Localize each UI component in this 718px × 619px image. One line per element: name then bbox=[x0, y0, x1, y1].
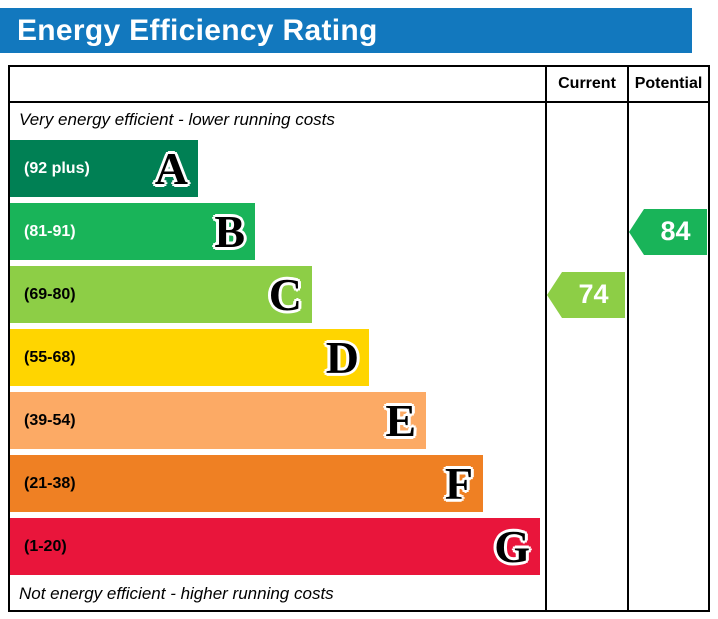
band-letter: D bbox=[325, 331, 359, 383]
bottom-note: Not energy efficient - higher running co… bbox=[19, 584, 334, 603]
current-rating-arrow: 74 bbox=[547, 271, 625, 318]
current-arrow-shape bbox=[547, 271, 625, 318]
band-row-b: (81-91) B bbox=[10, 200, 545, 263]
band-bar-b: (81-91) B bbox=[10, 203, 255, 260]
band-row-f: (21-38) F bbox=[10, 452, 545, 515]
potential-column bbox=[627, 103, 708, 610]
potential-arrow-shape bbox=[629, 208, 707, 255]
band-row-e: (39-54) E bbox=[10, 389, 545, 452]
band-letter: C bbox=[268, 268, 302, 320]
band-bar-c: (69-80) C bbox=[10, 266, 312, 323]
band-row-g: (1-20) G bbox=[10, 515, 545, 578]
band-letter: A bbox=[154, 142, 188, 194]
band-bar-e: (39-54) E bbox=[10, 392, 426, 449]
current-rating-value: 74 bbox=[578, 279, 609, 309]
title-bar: Energy Efficiency Rating bbox=[0, 8, 692, 53]
band-row-c: (69-80) C bbox=[10, 263, 545, 326]
band-letter: G bbox=[494, 520, 530, 572]
bands-area: Very energy efficient - lower running co… bbox=[10, 103, 545, 610]
band-range-label: (39-54) bbox=[24, 411, 76, 429]
band-range-label: (69-80) bbox=[24, 285, 76, 303]
band-row-a: (92 plus) A bbox=[10, 137, 545, 200]
band-range-label: (81-91) bbox=[24, 222, 76, 240]
band-row-d: (55-68) D bbox=[10, 326, 545, 389]
potential-rating-value: 84 bbox=[660, 216, 691, 246]
band-bar-d: (55-68) D bbox=[10, 329, 369, 386]
current-column-header: Current bbox=[545, 67, 627, 101]
bands-header-spacer bbox=[10, 67, 545, 101]
current-column bbox=[545, 103, 627, 610]
band-bar-f: (21-38) F bbox=[10, 455, 483, 512]
top-note: Very energy efficient - lower running co… bbox=[19, 110, 335, 129]
band-bar-a: (92 plus) A bbox=[10, 140, 198, 197]
page-title: Energy Efficiency Rating bbox=[17, 13, 378, 47]
band-letter: B bbox=[214, 205, 245, 257]
band-range-label: (21-38) bbox=[24, 474, 76, 492]
band-range-label: (1-20) bbox=[24, 537, 67, 555]
band-letter: F bbox=[444, 457, 473, 509]
chart-body: Very energy efficient - lower running co… bbox=[10, 103, 708, 610]
potential-column-header: Potential bbox=[627, 67, 708, 101]
band-bar-g: (1-20) G bbox=[10, 518, 540, 575]
band-letter: E bbox=[385, 394, 416, 446]
band-range-label: (92 plus) bbox=[24, 159, 90, 177]
band-range-label: (55-68) bbox=[24, 348, 76, 366]
potential-rating-arrow: 84 bbox=[629, 208, 707, 255]
energy-rating-chart: Current Potential Very energy efficient … bbox=[8, 65, 710, 612]
chart-header-row: Current Potential bbox=[10, 67, 708, 103]
